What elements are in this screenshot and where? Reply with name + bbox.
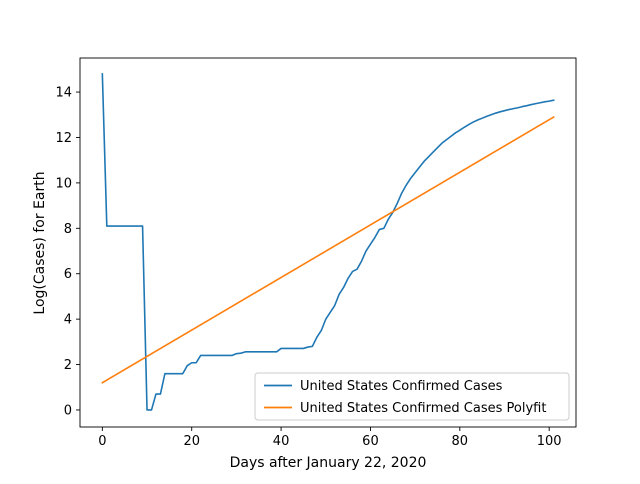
y-tick-label: 6 xyxy=(64,267,72,282)
y-tick-label: 0 xyxy=(64,403,72,418)
legend-label-1: United States Confirmed Cases xyxy=(300,379,503,394)
y-tick-label: 8 xyxy=(64,222,72,237)
y-axis-label: Log(Cases) for Earth xyxy=(32,171,48,314)
x-tick-label: 100 xyxy=(537,434,562,449)
series-line-1 xyxy=(101,73,555,411)
plot-frame xyxy=(79,57,577,428)
y-tick-label: 14 xyxy=(55,86,72,101)
x-axis-label: Days after January 22, 2020 xyxy=(230,455,427,471)
y-tick-label: 10 xyxy=(55,176,72,191)
y-tick-label: 12 xyxy=(55,131,72,146)
x-tick-label: 60 xyxy=(362,434,379,449)
axes-layer: 0 20 40 60 80 100 0 2 4 6 8 10 12 14 xyxy=(55,57,577,449)
y-tick-label: 2 xyxy=(64,358,72,373)
x-tick-label: 0 xyxy=(98,434,106,449)
x-tick-label: 20 xyxy=(183,434,200,449)
y-tick-label: 4 xyxy=(64,313,72,328)
legend-box xyxy=(254,372,570,421)
legend: United States Confirmed Cases United Stat… xyxy=(254,372,570,421)
legend-label-2: United States Confirmed Cases Polyfit xyxy=(300,401,546,416)
plot-content xyxy=(101,73,555,411)
x-tick-label: 80 xyxy=(452,434,469,449)
x-tick-label: 40 xyxy=(273,434,290,449)
series-line-2 xyxy=(101,115,555,384)
